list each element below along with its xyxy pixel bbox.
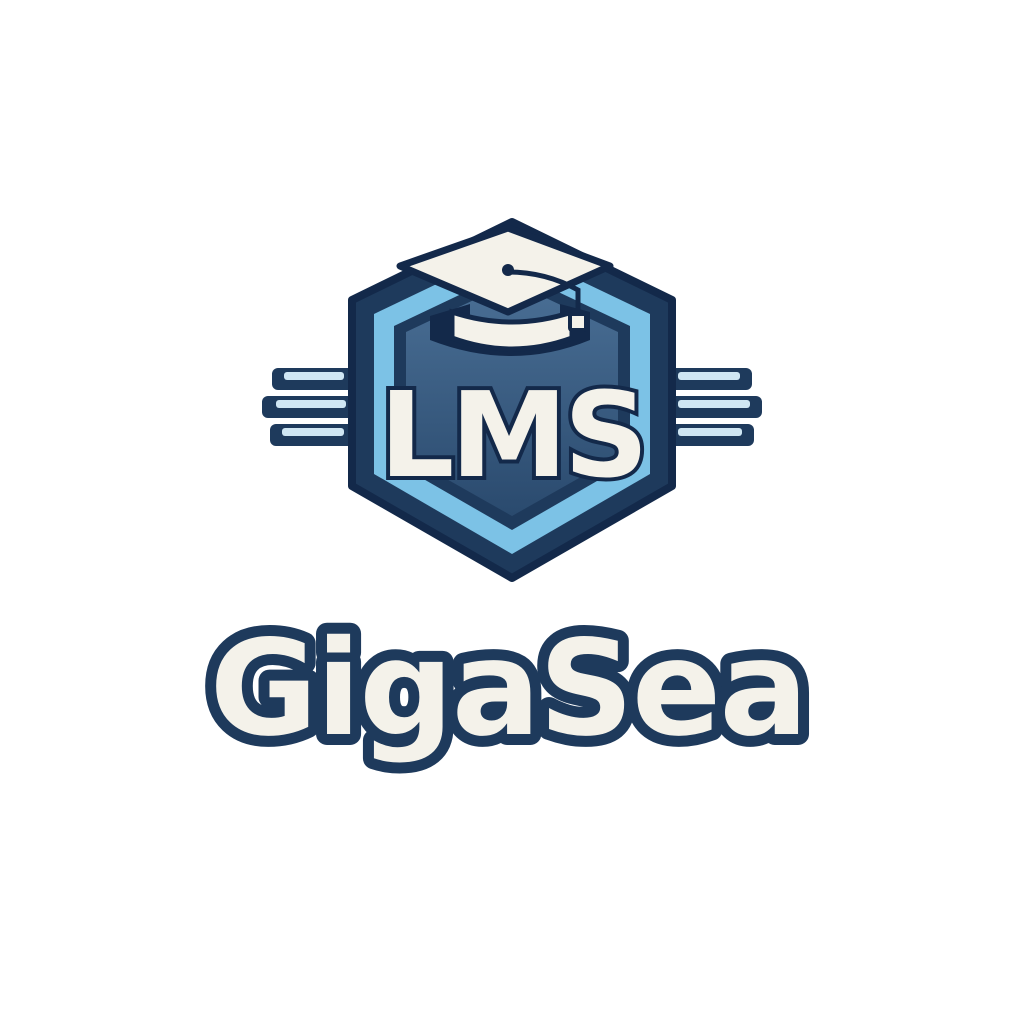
brand-wordmark: GigaSea bbox=[210, 612, 807, 766]
left-stripes bbox=[262, 368, 362, 446]
right-stripes bbox=[660, 368, 762, 446]
emblem-monogram: LMS bbox=[379, 366, 645, 504]
graduation-cap-icon bbox=[396, 224, 614, 356]
